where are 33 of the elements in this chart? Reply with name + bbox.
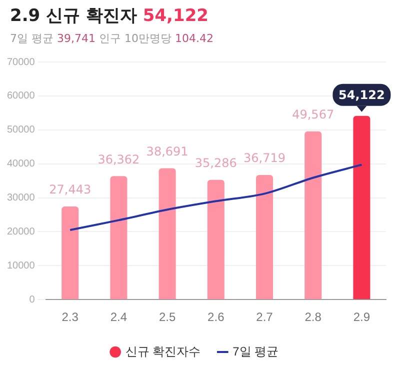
x-tick-label: 2.4: [110, 310, 128, 324]
y-tick-label: 10000: [6, 260, 36, 272]
chart-subtitle: 7일 평균 39,741 인구 10만명당 104.42: [10, 32, 214, 45]
y-tick-label: 40000: [6, 158, 36, 170]
data-label: 35,286: [194, 156, 237, 170]
x-tick-label: 2.8: [304, 310, 322, 324]
y-tick-label: 50000: [6, 124, 36, 136]
legend-label: 신규 확진자수: [125, 344, 201, 358]
bar: [304, 131, 322, 300]
y-tick-label: 20000: [6, 226, 36, 238]
y-tick-label: 70000: [6, 56, 36, 68]
x-tick-label: 2.5: [158, 310, 176, 324]
bar: [256, 174, 274, 300]
data-label: 54,122: [338, 88, 385, 102]
y-tick-label: 30000: [6, 192, 36, 204]
data-label: 49,567: [292, 107, 334, 122]
data-label: 27,443: [49, 182, 92, 197]
data-label: 36,719: [244, 151, 286, 166]
data-label: 36,362: [98, 152, 140, 166]
legend-label: 7일 평균: [232, 344, 279, 358]
y-tick-label: 0: [29, 294, 36, 306]
bar: [353, 116, 370, 300]
x-tick-label: 2.3: [62, 310, 79, 324]
chart-title: 2.9 신규 확진자 54,122: [10, 6, 208, 26]
x-tick-label: 2.9: [353, 310, 370, 324]
x-tick-label: 2.7: [256, 310, 274, 324]
bar: [110, 176, 128, 300]
bar: [207, 180, 224, 300]
bar: [62, 206, 79, 300]
bar: [158, 168, 176, 300]
y-tick-label: 60000: [6, 90, 36, 102]
x-tick-label: 2.6: [208, 310, 225, 324]
data-label: 38,691: [146, 144, 188, 158]
